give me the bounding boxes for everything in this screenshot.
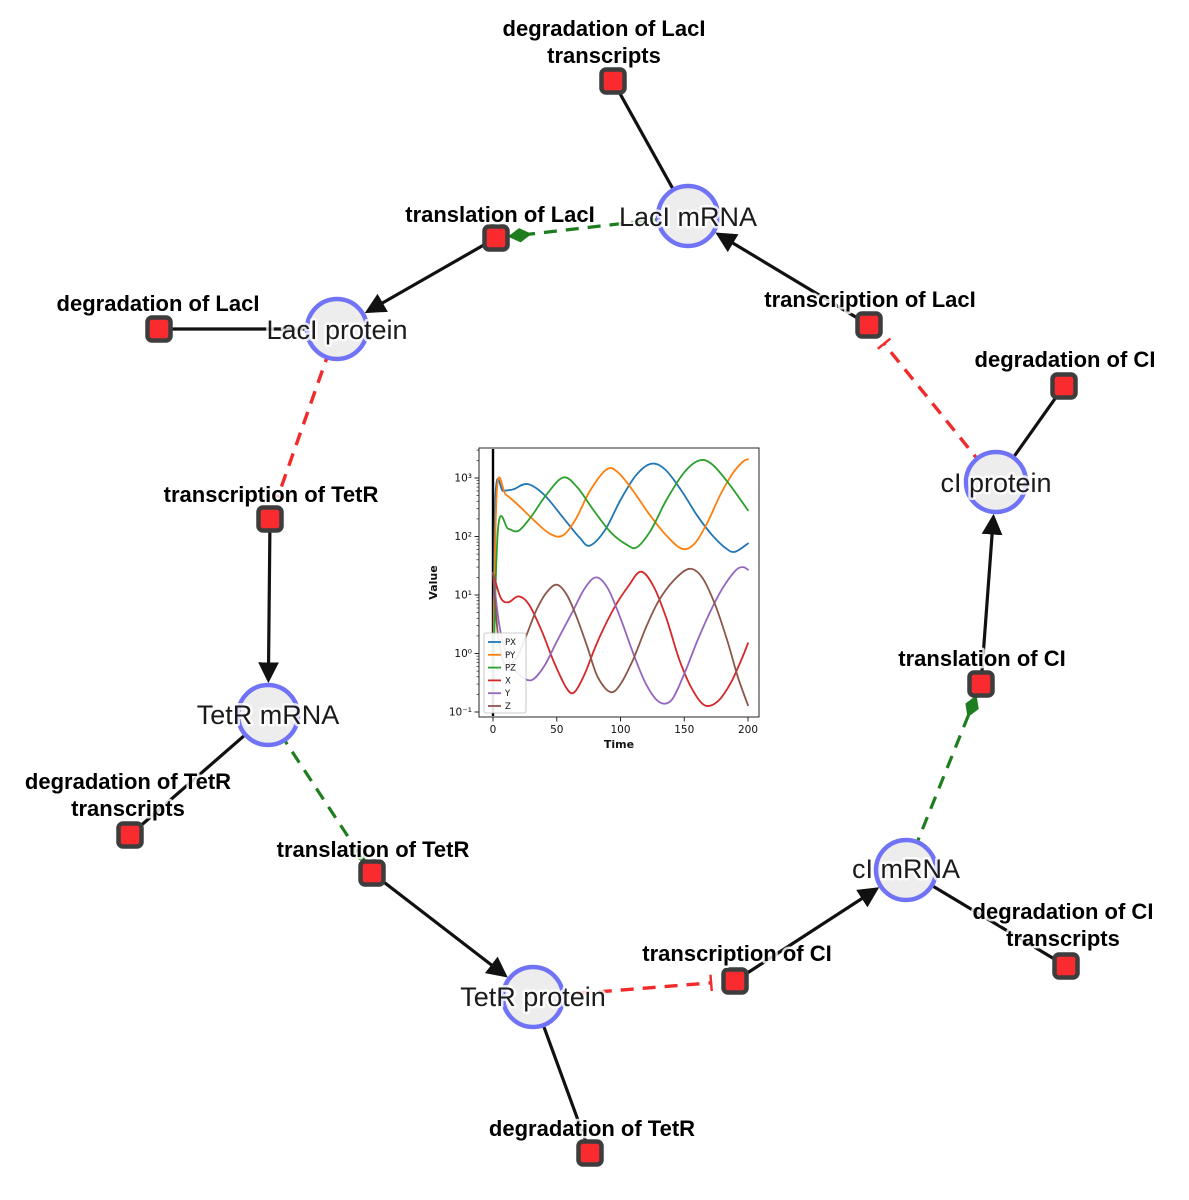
species-node-ci-protein[interactable] [963, 449, 1029, 515]
x-tick-label: 0 [490, 724, 497, 736]
reaction-node-transcription-ci[interactable] [721, 967, 749, 995]
species-node-ci-mrna[interactable] [873, 837, 939, 903]
x-tick-label: 200 [738, 724, 758, 736]
reaction-label: translation of LacI [405, 202, 594, 227]
reaction-label: degradation of LacI [57, 291, 260, 316]
reaction-node-degradation-ci-transcripts[interactable] [1052, 952, 1080, 980]
x-tick-label: 50 [550, 724, 563, 736]
species-node-laci-protein[interactable] [304, 296, 370, 362]
reaction-label: transcription of LacI [764, 287, 975, 312]
edge-translation-ci-to-ci-protein [979, 513, 1003, 685]
reaction-node-transcription-laci[interactable] [855, 311, 883, 339]
series-X [492, 570, 749, 708]
species-label: TetR protein [460, 982, 606, 1012]
x-tick-label: 100 [610, 724, 630, 736]
y-tick-label: 10³ [454, 473, 472, 485]
x-tick-label: 150 [674, 724, 694, 736]
reaction-node-transcription-tetr[interactable] [256, 505, 284, 533]
series-PZ [492, 459, 749, 696]
species-label: cI protein [940, 468, 1051, 498]
legend-label: Y [504, 689, 511, 699]
reaction-node-degradation-laci-transcripts[interactable] [599, 67, 627, 95]
reaction-node-translation-tetr[interactable] [358, 859, 386, 887]
reaction-label: translation of TetR [277, 837, 470, 862]
reaction-node-translation-laci[interactable] [482, 224, 510, 252]
plot-area [478, 447, 760, 718]
y-tick-label: 10² [454, 531, 472, 543]
legend-label: PZ [505, 664, 516, 674]
species-node-tetr-mrna[interactable] [235, 682, 301, 748]
timecourse-plot: 10³ 10² 10¹ 10⁰ 10⁻¹ 0 50 100 150 200 Time Value PX P… [427, 447, 760, 751]
legend-label: Z [505, 702, 511, 712]
edge-transcription-tetr-to-tetr-mrna [258, 518, 279, 684]
y-tick-label: 10⁻¹ [449, 707, 472, 719]
labels: degradation of LacI transcripts translati… [22, 14, 1158, 1144]
reaction-label: transcription of CI [642, 941, 831, 966]
x-axis-label: Time [604, 738, 634, 751]
reaction-label: translation of CI [898, 646, 1065, 671]
species-label: TetR mRNA [197, 700, 340, 730]
reaction-node-degradation-tetr-transcripts[interactable] [116, 821, 144, 849]
reaction-node-degradation-laci[interactable] [145, 315, 173, 343]
reaction-label: degradation of TetR [489, 1116, 695, 1141]
y-tick-label: 10⁰ [454, 648, 472, 660]
legend-label: PX [505, 638, 516, 648]
species-node-tetr-protein[interactable] [500, 964, 566, 1030]
legend-label: X [505, 676, 511, 686]
series-Y [492, 566, 749, 705]
reaction-label: degradation of CI [975, 347, 1156, 372]
reaction-label: degradation of CI transcripts [973, 899, 1154, 951]
edge-translation-laci-to-laci-protein [364, 236, 497, 314]
reaction-node-translation-ci[interactable] [967, 670, 995, 698]
reaction-node-degradation-tetr[interactable] [576, 1139, 604, 1167]
y-tick-label: 10¹ [454, 590, 472, 602]
legend-label: PY [505, 651, 516, 661]
edge-translation-tetr-to-tetr-protein [371, 871, 508, 978]
edge-transcription-ci-to-ci-mrna [734, 887, 880, 983]
species-nodes [235, 183, 1029, 1030]
series-Z [492, 567, 749, 707]
reaction-label: transcription of TetR [164, 482, 379, 507]
reaction-label: degradation of LacI transcripts [503, 16, 706, 68]
species-label: cI mRNA [852, 854, 960, 884]
species-label: LacI mRNA [619, 202, 757, 232]
species-label: LacI protein [266, 315, 407, 345]
reaction-node-degradation-ci[interactable] [1050, 372, 1078, 400]
reaction-label: degradation of TetR transcripts [25, 769, 231, 821]
series-PX [492, 462, 749, 696]
y-axis-label: Value [427, 565, 440, 599]
edge-transcription-laci-to-laci-mrna [715, 232, 870, 327]
reaction-nodes [116, 67, 1080, 1167]
species-node-laci-mrna[interactable] [655, 183, 721, 249]
series-PY [492, 458, 749, 696]
